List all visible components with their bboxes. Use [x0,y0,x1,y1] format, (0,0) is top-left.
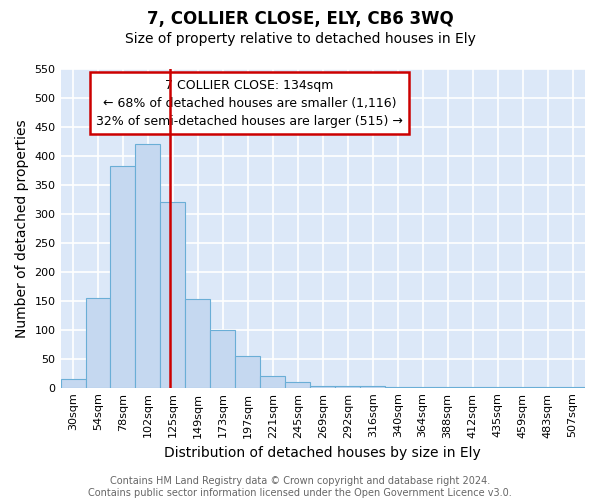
Bar [360,386,385,388]
Bar [310,386,335,388]
Bar [335,386,360,388]
Bar [535,387,560,388]
Bar [160,202,185,388]
Text: Size of property relative to detached houses in Ely: Size of property relative to detached ho… [125,32,475,46]
Bar [410,386,435,388]
Bar [510,387,535,388]
Y-axis label: Number of detached properties: Number of detached properties [15,119,29,338]
Bar [560,386,585,388]
Bar [485,386,510,388]
Bar [86,298,110,388]
X-axis label: Distribution of detached houses by size in Ely: Distribution of detached houses by size … [164,446,481,460]
Bar [260,376,286,388]
Bar [61,379,86,388]
Bar [286,382,310,388]
Bar [110,166,136,388]
Text: 7 COLLIER CLOSE: 134sqm
← 68% of detached houses are smaller (1,116)
32% of semi: 7 COLLIER CLOSE: 134sqm ← 68% of detache… [96,78,403,128]
Bar [460,387,485,388]
Text: 7, COLLIER CLOSE, ELY, CB6 3WQ: 7, COLLIER CLOSE, ELY, CB6 3WQ [146,10,454,28]
Bar [435,386,460,388]
Bar [185,299,211,388]
Text: Contains HM Land Registry data © Crown copyright and database right 2024.
Contai: Contains HM Land Registry data © Crown c… [88,476,512,498]
Bar [136,144,160,388]
Bar [385,386,410,388]
Bar [211,330,235,388]
Bar [235,356,260,388]
